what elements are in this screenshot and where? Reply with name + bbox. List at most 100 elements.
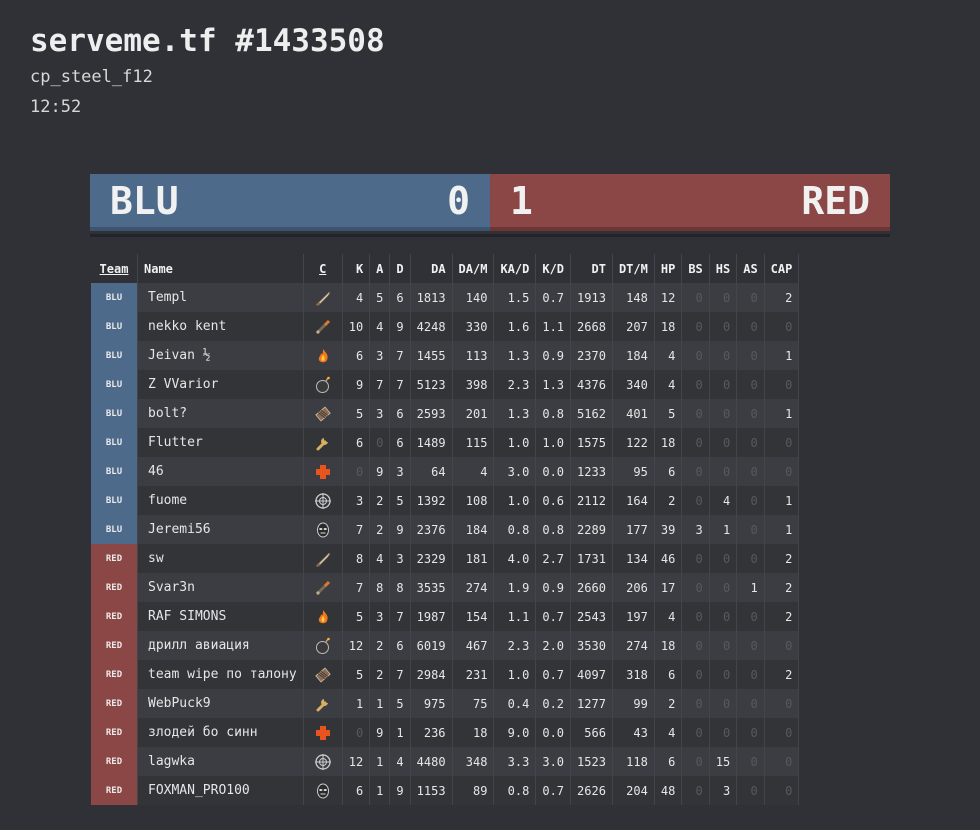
stat-headshots: 4 <box>709 486 738 515</box>
stat-kad: 0.4 <box>493 689 537 718</box>
team-badge: RED <box>91 660 138 689</box>
stat-headshots: 0 <box>709 573 738 602</box>
column-header-captures[interactable]: CAP <box>764 254 800 283</box>
player-name-link[interactable]: WebPuck9 <box>137 689 304 718</box>
column-header-health-packs[interactable]: HP <box>654 254 683 283</box>
heavy-icon <box>310 405 336 423</box>
stat-damage: 1987 <box>410 602 453 631</box>
red-team-label: RED <box>801 178 870 223</box>
player-name-link[interactable]: nekko kent <box>137 312 304 341</box>
stat-kad: 3.3 <box>493 747 537 776</box>
column-header-headshots[interactable]: HS <box>709 254 738 283</box>
class-cell <box>303 486 343 515</box>
column-header-damage-taken-per-minute[interactable]: DT/M <box>612 254 655 283</box>
stat-kad: 1.6 <box>493 312 537 341</box>
column-header-airshots[interactable]: AS <box>736 254 765 283</box>
stat-kd: 0.0 <box>535 457 572 486</box>
stat-backstabs: 0 <box>681 718 710 747</box>
stat-captures: 2 <box>764 544 800 573</box>
column-header-kills[interactable]: K <box>342 254 371 283</box>
column-header-damage-per-minute[interactable]: DA/M <box>452 254 495 283</box>
column-header-damage[interactable]: DA <box>410 254 453 283</box>
stat-deaths: 9 <box>389 515 411 544</box>
stat-kd: 2.7 <box>535 544 572 573</box>
stat-backstabs: 0 <box>681 747 710 776</box>
stat-damage-taken-per-minute: 204 <box>612 776 655 805</box>
stat-airshots: 0 <box>736 747 765 776</box>
column-header-name[interactable]: Name <box>137 254 304 283</box>
stat-kad: 1.0 <box>493 660 537 689</box>
stat-damage: 2329 <box>410 544 453 573</box>
player-name-link[interactable]: Templ <box>137 283 304 312</box>
column-header-backstabs[interactable]: BS <box>681 254 710 283</box>
stat-assists: 1 <box>369 747 391 776</box>
stat-kills: 6 <box>342 776 371 805</box>
column-header-deaths[interactable]: D <box>389 254 411 283</box>
player-stats-table: Team Name C K A D DA DA/M KA/D K/D DT DT… <box>91 254 800 805</box>
stat-damage-taken: 2112 <box>570 486 613 515</box>
engineer-icon <box>310 695 336 713</box>
player-name-link[interactable]: Jeivan ½ <box>137 341 304 370</box>
stat-damage: 1489 <box>410 428 453 457</box>
table-row: RED злодей бо синн 0 9 1 236 18 9.0 0.0 566 43 4 0 0 0… <box>91 718 800 747</box>
stat-assists: 4 <box>369 544 391 573</box>
column-header-team[interactable]: Team <box>91 254 138 283</box>
stat-deaths: 7 <box>389 660 411 689</box>
table-row: BLU Templ 4 5 6 1813 140 1.5 0.7 1913 148 12 0 0 0 2 <box>91 283 800 312</box>
stat-damage: 1153 <box>410 776 453 805</box>
player-name-link[interactable]: 46 <box>137 457 304 486</box>
stat-damage: 6019 <box>410 631 453 660</box>
stat-health-packs: 2 <box>654 486 683 515</box>
player-name-link[interactable]: злодей бо синн <box>137 718 304 747</box>
player-name-link[interactable]: team wipe по талону <box>137 660 304 689</box>
stat-damage: 1392 <box>410 486 453 515</box>
stat-assists: 3 <box>369 341 391 370</box>
stat-backstabs: 0 <box>681 660 710 689</box>
stat-backstabs: 0 <box>681 544 710 573</box>
stat-kad: 0.8 <box>493 515 537 544</box>
stat-airshots: 0 <box>736 660 765 689</box>
stat-health-packs: 18 <box>654 428 683 457</box>
team-badge: RED <box>91 689 138 718</box>
column-header-assists[interactable]: A <box>369 254 391 283</box>
stat-damage-per-minute: 467 <box>452 631 495 660</box>
stat-headshots: 0 <box>709 602 738 631</box>
player-name-link[interactable]: Jeremi56 <box>137 515 304 544</box>
player-name-link[interactable]: bolt? <box>137 399 304 428</box>
stat-headshots: 0 <box>709 544 738 573</box>
column-header-damage-taken[interactable]: DT <box>570 254 613 283</box>
player-name-link[interactable]: fuome <box>137 486 304 515</box>
stat-assists: 0 <box>369 428 391 457</box>
player-name-link[interactable]: Z VVarior <box>137 370 304 399</box>
team-badge: RED <box>91 544 138 573</box>
player-name-link[interactable]: sw <box>137 544 304 573</box>
column-header-class[interactable]: C <box>303 254 343 283</box>
stat-damage-taken: 1523 <box>570 747 613 776</box>
stat-deaths: 6 <box>389 631 411 660</box>
player-name-link[interactable]: FOXMAN_PRO100 <box>137 776 304 805</box>
player-name-link[interactable]: RAF SIMONS <box>137 602 304 631</box>
team-badge: BLU <box>91 341 138 370</box>
stat-captures: 0 <box>764 689 800 718</box>
stat-damage-taken-per-minute: 43 <box>612 718 655 747</box>
medic-icon <box>310 724 336 742</box>
player-name-link[interactable]: дрилл авиация <box>137 631 304 660</box>
column-header-kd[interactable]: K/D <box>535 254 572 283</box>
stat-damage: 2376 <box>410 515 453 544</box>
stat-kad: 2.3 <box>493 631 537 660</box>
player-name-link[interactable]: Flutter <box>137 428 304 457</box>
stat-headshots: 0 <box>709 457 738 486</box>
team-badge: RED <box>91 602 138 631</box>
scout-icon <box>310 289 336 307</box>
player-name-link[interactable]: Svar3n <box>137 573 304 602</box>
player-name-link[interactable]: lagwka <box>137 747 304 776</box>
stat-kd: 0.6 <box>535 486 572 515</box>
column-header-kad[interactable]: KA/D <box>493 254 537 283</box>
stat-kills: 6 <box>342 341 371 370</box>
stat-health-packs: 48 <box>654 776 683 805</box>
stat-kad: 1.1 <box>493 602 537 631</box>
stat-kills: 6 <box>342 428 371 457</box>
stat-health-packs: 4 <box>654 341 683 370</box>
stat-deaths: 8 <box>389 573 411 602</box>
medic-icon <box>310 463 336 481</box>
